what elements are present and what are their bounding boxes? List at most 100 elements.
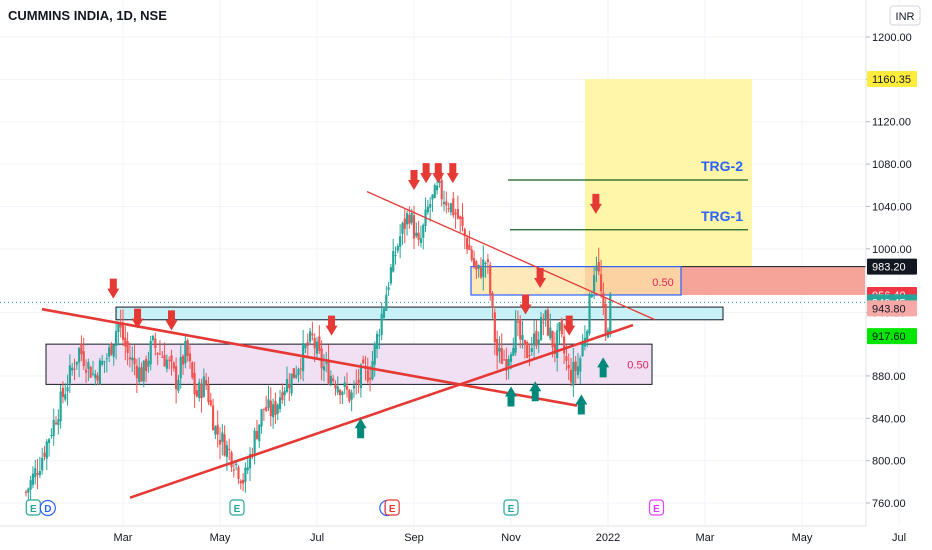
candle-body [34,468,37,478]
candle-body [175,366,178,390]
candle-body [396,246,399,251]
time-tick-label: May [792,532,813,544]
drawing-lines: TRG-2 TRG-1 [0,158,866,499]
candle-body [209,400,212,406]
candle-body [221,432,224,442]
candle-body [459,216,462,220]
candle-body [24,491,28,493]
currency-button[interactable] [889,5,921,26]
time-tick-label: Sep [404,532,424,544]
candle-body [343,382,346,387]
candle-body [325,362,328,364]
candle-body [433,185,436,198]
time-axis[interactable]: Mar May Jul Sep Nov 2022 Mar May Jul [114,532,907,544]
time-tick-label: May [210,532,231,544]
candle-body [156,353,159,355]
dividend-event-icon[interactable]: D [39,499,56,517]
candle-body [419,238,423,243]
candle-body [89,366,92,378]
earnings-event-icon[interactable]: E [503,499,519,516]
candle-body [355,382,358,384]
candle-body [260,409,263,427]
candle-body [447,208,450,210]
candle-body [163,355,166,367]
candle-body [179,357,182,379]
candle-body [31,473,35,485]
candle-body [52,419,55,437]
target-label: TRG-2 [701,158,743,174]
candle-body [516,321,520,323]
earnings-event-icon[interactable]: E [384,499,400,516]
candle-body [599,274,603,292]
arrow-down-icon [165,310,178,331]
candle-body [567,364,570,369]
earnings-event-icon[interactable]: E [648,499,665,516]
arrow-down-icon [589,193,602,214]
candle-body [556,330,559,359]
candle-body [532,333,536,346]
arrow-up-icon [575,394,588,415]
candle-body [604,304,607,334]
candle-body [241,479,245,484]
candle-body [223,434,226,456]
price-label-text: 943.80 [872,303,906,315]
candle-body [124,337,127,347]
candle-body [493,312,496,343]
candle-body [188,353,192,362]
candle-body [262,408,265,410]
candle-body [193,373,196,395]
target-zone [585,78,752,267]
candle-body [362,359,365,364]
event-letter: E [234,504,241,515]
candle-body [105,358,108,360]
candle-body [170,355,173,362]
candle-body [267,399,270,408]
candle-body [117,323,120,333]
candle-body [345,386,349,390]
candle-body [75,361,78,365]
candle-body [574,361,577,372]
candle-body [579,358,582,372]
candle-body [435,185,439,191]
candle-body [184,340,187,364]
earnings-event-icon[interactable]: E [229,499,245,516]
candle-body [255,431,259,439]
candle-body [283,390,286,396]
candle-body [80,344,83,355]
candle-body [27,488,30,493]
candle-body [546,309,550,336]
candle-body [186,340,189,357]
price-tick-label: 1000.00 [872,244,912,256]
candle-body [334,384,337,389]
candle-body [526,341,529,358]
candle-body [235,463,238,466]
candle-body [509,354,513,362]
candle-body [276,404,279,414]
candle-body [466,237,469,250]
candle-body [385,294,388,311]
candle-body [101,360,104,365]
earnings-event-icon[interactable]: E [25,499,41,516]
candle-body [422,224,425,238]
candle-body [59,391,62,422]
candle-body [47,439,51,443]
candle-body [528,355,531,357]
candle-body [387,287,390,290]
candle-body [479,267,483,278]
candle-body [41,457,44,471]
candle-body [357,379,360,383]
candle-body [66,387,69,392]
candle-body [202,376,205,397]
candle-body [597,262,600,272]
candle-body [313,338,316,349]
candle-body [147,360,150,367]
candle-body [265,407,268,411]
price-tick-label: 1040.00 [872,201,912,213]
candle-body [572,361,575,386]
candle-body [158,353,162,355]
event-markers[interactable]: EDEDEEE [25,499,665,517]
candle-body [318,336,321,351]
candle-body [214,426,217,435]
candle-body [491,293,494,308]
